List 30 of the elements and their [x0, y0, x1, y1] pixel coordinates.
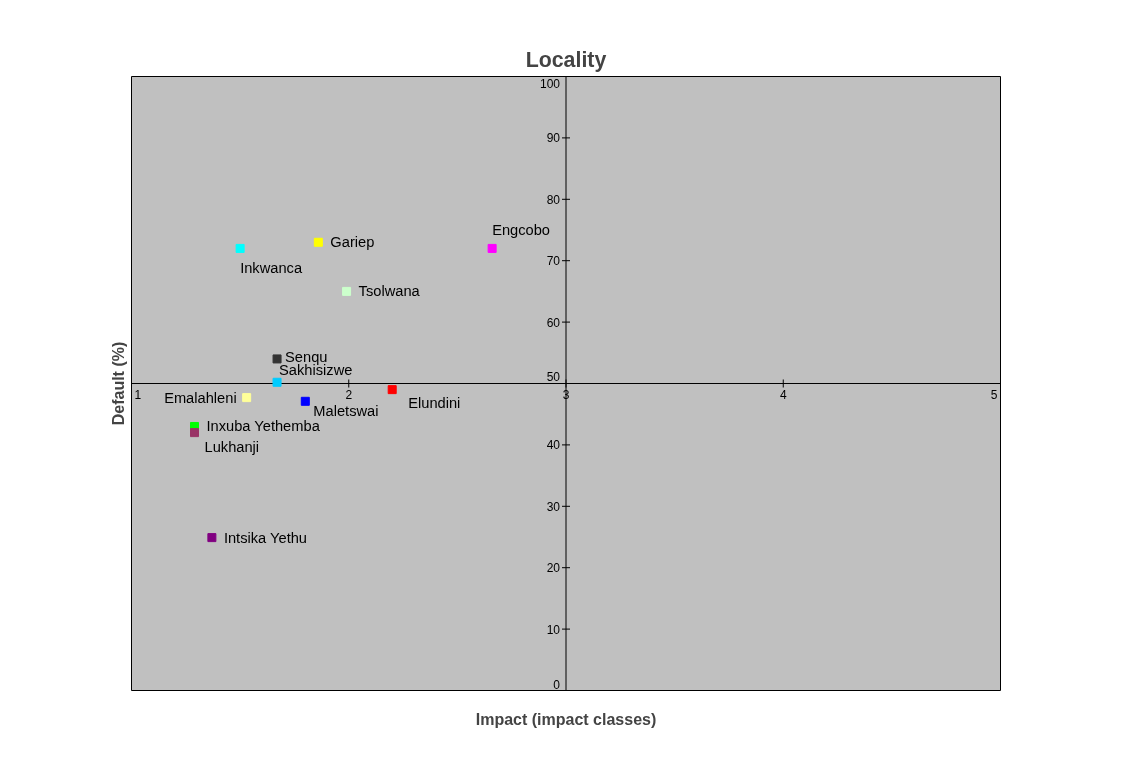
y-tick-label: 40 — [546, 438, 561, 453]
series-label: Gariep — [330, 234, 375, 251]
y-tick-label: 50 — [546, 369, 561, 384]
x-tick-label: 5 — [990, 387, 998, 402]
x-tick-label: 4 — [779, 387, 787, 402]
y-tick-label: 100 — [539, 76, 561, 91]
series-label: Inxuba Yethemba — [206, 418, 321, 435]
series-label: Senqu — [285, 348, 328, 365]
x-tick-label: 1 — [134, 387, 142, 402]
chart-title: Locality — [525, 47, 607, 72]
series-label: Intsika Yethu — [223, 529, 308, 546]
y-tick-label: 20 — [546, 561, 561, 576]
y-tick-label: 70 — [546, 254, 561, 269]
y-tick-label: 60 — [546, 315, 561, 330]
y-axis-title: Default (%) — [109, 341, 127, 426]
series-label: Elundini — [408, 394, 461, 411]
x-axis-title: Impact (impact classes) — [475, 710, 657, 728]
x-tick-label: 2 — [345, 387, 353, 402]
series-label: Inkwanca — [240, 260, 303, 277]
y-tick-label: 10 — [546, 622, 561, 637]
y-tick-label: 30 — [546, 499, 561, 514]
series-label: Engcobo — [492, 222, 550, 239]
series-label: Maletswai — [313, 403, 379, 420]
y-tick-label: 0 — [553, 677, 561, 692]
y-tick-label: 90 — [546, 131, 561, 146]
y-tick-label: 80 — [546, 192, 561, 207]
series-label: Emalahleni — [164, 389, 237, 406]
series-label: Tsolwana — [358, 283, 421, 300]
series-label: Lukhanji — [204, 438, 260, 455]
x-tick-label: 3 — [562, 387, 570, 402]
